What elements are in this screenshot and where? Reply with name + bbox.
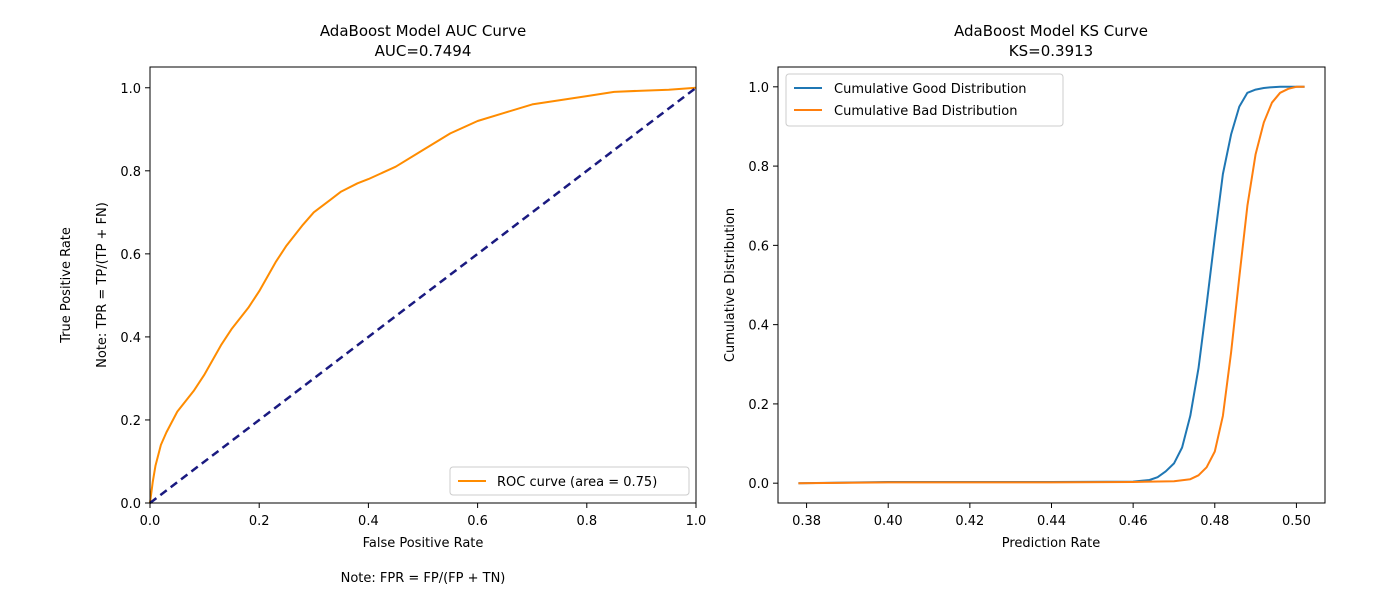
auc-y-tick-label: 0.4 — [120, 331, 141, 346]
auc-legend: ROC curve (area = 0.75) — [449, 466, 690, 496]
ks-y-tick-label: 0.6 — [748, 239, 769, 254]
auc-series-line-1 — [149, 86, 697, 504]
auc-fpr-note: Note: FPR = FP/(FP + TN) — [341, 571, 506, 586]
auc-y-ticks: 0.0 0.2 0.4 0.6 0.8 1.0 — [120, 82, 150, 512]
auc-plot-frame — [149, 66, 697, 504]
ks-chart-title: AdaBoost Model KS Curve — [954, 22, 1148, 40]
auc-plot-area — [150, 67, 696, 503]
ks-series-line-0 — [798, 85, 1305, 485]
ks-x-tick-label: 0.38 — [792, 514, 821, 529]
ks-legend-box — [785, 73, 1064, 127]
ks-x-tick-label: 0.44 — [1037, 514, 1066, 529]
ks-y-tick-label: 0.2 — [748, 398, 769, 413]
auc-x-tick-label: 0.4 — [358, 514, 379, 529]
ks-chart-subtitle: KS=0.3913 — [1009, 42, 1093, 60]
auc-y-tick-label: 0.8 — [120, 165, 141, 180]
ks-legend: Cumulative Good Distribution Cumulative … — [785, 73, 1064, 127]
ks-chart: AdaBoost Model KS Curve KS=0.3913 0.38 0.… — [723, 22, 1326, 551]
auc-x-tick-label: 0.2 — [249, 514, 270, 529]
auc-y-tick-label: 0.0 — [120, 497, 141, 512]
auc-x-tick-label: 0.8 — [576, 514, 597, 529]
auc-y-tick-label: 1.0 — [120, 82, 141, 97]
ks-y-tick-label: 0.8 — [748, 160, 769, 175]
ks-x-tick-label: 0.48 — [1200, 514, 1229, 529]
auc-x-axis-label: False Positive Rate — [363, 536, 484, 551]
ks-y-tick-label: 0.4 — [748, 319, 769, 334]
ks-y-axis-label: Cumulative Distribution — [723, 208, 738, 362]
auc-y-tick-label: 0.2 — [120, 414, 141, 429]
ks-y-tick-label: 0.0 — [748, 477, 769, 492]
auc-chart-title: AdaBoost Model AUC Curve — [320, 22, 526, 40]
ks-x-tick-label: 0.46 — [1119, 514, 1148, 529]
ks-series-group — [798, 85, 1305, 485]
auc-x-ticks: 0.0 0.2 0.4 0.6 0.8 1.0 — [140, 503, 707, 529]
auc-y-axis-note: Note: TPR = TP/(TP + FN) — [95, 202, 110, 368]
ks-legend-label-good: Cumulative Good Distribution — [834, 82, 1027, 97]
ks-x-tick-label: 0.42 — [955, 514, 984, 529]
ks-plot-frame — [777, 66, 1326, 504]
ks-x-axis-label: Prediction Rate — [1002, 536, 1101, 551]
auc-x-tick-label: 0.6 — [467, 514, 488, 529]
ks-series-line-1 — [798, 85, 1305, 485]
ks-legend-label-bad: Cumulative Bad Distribution — [834, 104, 1017, 119]
ks-x-ticks: 0.38 0.40 0.42 0.44 0.46 0.48 0.50 — [792, 503, 1311, 529]
auc-x-tick-label: 1.0 — [686, 514, 707, 529]
auc-y-tick-label: 0.6 — [120, 248, 141, 263]
ks-x-tick-label: 0.40 — [874, 514, 903, 529]
auc-legend-box — [449, 466, 690, 496]
auc-chart-subtitle: AUC=0.7494 — [375, 42, 472, 60]
auc-x-tick-label: 0.0 — [140, 514, 161, 529]
ks-y-ticks: 0.0 0.2 0.4 0.6 0.8 1.0 — [748, 81, 778, 492]
ks-y-tick-label: 1.0 — [748, 81, 769, 96]
ks-plot-area — [778, 67, 1325, 503]
auc-legend-label: ROC curve (area = 0.75) — [497, 475, 657, 490]
auc-series-group — [149, 86, 697, 504]
auc-chart: AdaBoost Model AUC Curve AUC=0.7494 0.0 0… — [59, 22, 706, 586]
ks-x-tick-label: 0.50 — [1282, 514, 1311, 529]
auc-series-line-0 — [149, 86, 697, 504]
auc-y-axis-label: True Positive Rate — [59, 227, 74, 344]
